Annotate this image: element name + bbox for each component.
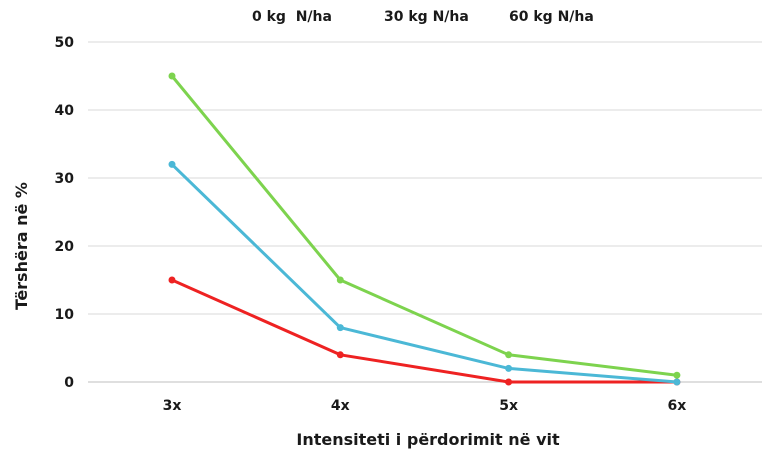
y-tick-label: 40 bbox=[55, 103, 75, 119]
y-axis-ticks: 0 10 20 30 40 50 bbox=[55, 35, 75, 391]
series-lines bbox=[168, 72, 681, 386]
series-line-2 bbox=[170, 74, 679, 377]
data-point bbox=[168, 160, 176, 168]
data-point bbox=[673, 371, 681, 379]
y-tick-label: 30 bbox=[55, 171, 75, 187]
data-point bbox=[336, 351, 344, 359]
y-tick-label: 50 bbox=[55, 35, 75, 51]
y-axis-label: Tërshëra në % bbox=[12, 182, 31, 310]
series-line-1 bbox=[170, 162, 679, 384]
y-tick-label: 0 bbox=[64, 375, 74, 391]
y-tick-label: 20 bbox=[55, 239, 75, 255]
x-tick-label: 6x bbox=[668, 398, 687, 414]
data-point bbox=[336, 324, 344, 332]
legend: 0 kg N/ha 30 kg N/ha 60 kg N/ha bbox=[0, 9, 765, 29]
data-point bbox=[336, 276, 344, 284]
x-tick-label: 5x bbox=[499, 398, 518, 414]
legend-entry-0kg: 0 kg N/ha bbox=[252, 9, 332, 25]
legend-entry-30kg: 30 kg N/ha bbox=[384, 9, 469, 25]
y-tick-label: 10 bbox=[55, 307, 75, 323]
series-line-0 bbox=[170, 278, 679, 384]
x-tick-label: 3x bbox=[163, 398, 182, 414]
gridlines bbox=[88, 41, 762, 383]
legend-entry-60kg: 60 kg N/ha bbox=[509, 9, 594, 25]
data-point bbox=[168, 276, 176, 284]
x-axis-ticks: 3x 4x 5x 6x bbox=[163, 398, 687, 414]
x-tick-label: 4x bbox=[331, 398, 350, 414]
data-point bbox=[168, 72, 176, 80]
data-point bbox=[505, 364, 513, 372]
x-axis-label: Intensiteti i përdorimit në vit bbox=[296, 430, 560, 449]
data-point bbox=[505, 351, 513, 359]
data-point bbox=[505, 378, 513, 386]
data-point bbox=[673, 378, 681, 386]
